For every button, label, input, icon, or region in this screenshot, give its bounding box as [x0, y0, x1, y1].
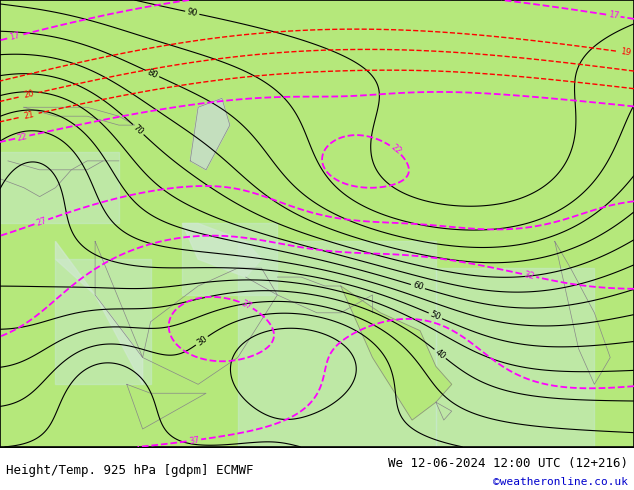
Text: 17: 17 — [8, 31, 20, 42]
Polygon shape — [56, 241, 143, 384]
Polygon shape — [341, 286, 451, 420]
Text: 19: 19 — [620, 48, 632, 58]
Polygon shape — [183, 223, 262, 277]
Text: 50: 50 — [429, 310, 442, 322]
Text: 21: 21 — [22, 110, 35, 121]
Text: 30: 30 — [195, 334, 209, 347]
Polygon shape — [56, 259, 151, 384]
Text: Height/Temp. 925 hPa [gdpm] ECMWF: Height/Temp. 925 hPa [gdpm] ECMWF — [6, 464, 254, 477]
Polygon shape — [0, 152, 119, 223]
Text: 40: 40 — [433, 347, 447, 361]
Text: 70: 70 — [131, 122, 145, 137]
Text: 80: 80 — [146, 67, 159, 80]
Text: 37: 37 — [240, 298, 253, 311]
Text: 32: 32 — [523, 270, 535, 281]
Polygon shape — [190, 98, 230, 170]
Text: 60: 60 — [411, 281, 424, 293]
Text: 20: 20 — [22, 89, 35, 100]
Text: ©weatheronline.co.uk: ©weatheronline.co.uk — [493, 477, 628, 487]
Polygon shape — [436, 268, 595, 447]
Text: We 12-06-2024 12:00 UTC (12+216): We 12-06-2024 12:00 UTC (12+216) — [387, 457, 628, 470]
Text: 22: 22 — [16, 132, 29, 143]
Text: 37: 37 — [188, 435, 200, 445]
Text: 27: 27 — [35, 216, 48, 228]
Text: 22: 22 — [389, 143, 403, 157]
Text: 17: 17 — [607, 10, 619, 21]
Polygon shape — [183, 223, 278, 295]
Polygon shape — [238, 241, 436, 447]
Text: 90: 90 — [186, 7, 198, 18]
